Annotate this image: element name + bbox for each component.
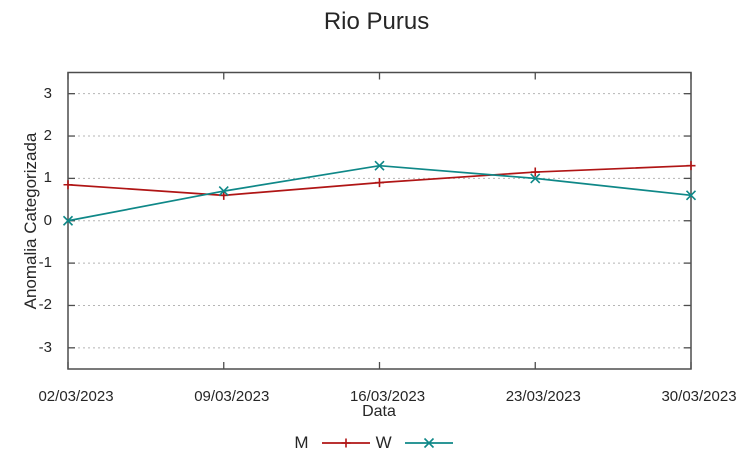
- y-tick-label: 2: [43, 127, 52, 145]
- x-tick-label: 23/03/2023: [505, 388, 581, 405]
- y-tick-label: -1: [38, 254, 52, 272]
- legend-sample-cross: [404, 437, 453, 449]
- legend-label: W: [375, 433, 392, 452]
- plus-marker-M: [686, 161, 696, 171]
- chart-title: Rio Purus: [323, 8, 430, 35]
- legend-label: M: [294, 433, 309, 452]
- legend-sample-plus: [321, 438, 370, 448]
- cross-marker-W: [62, 215, 74, 226]
- series-line-W: [67, 164, 692, 222]
- cross-marker-W: [685, 190, 697, 201]
- y-tick-label: -2: [38, 296, 52, 314]
- plus-marker-M: [530, 167, 540, 177]
- y-tick-label: 0: [43, 211, 52, 229]
- legend-entry-W: W: [376, 433, 459, 453]
- x-tick-label: 30/03/2023: [661, 388, 737, 405]
- x-tick-label: 16/03/2023: [349, 388, 426, 405]
- cross-marker-W: [530, 173, 541, 184]
- x-tick-label: 09/03/2023: [194, 388, 270, 405]
- x-tick-label: 02/03/2023: [38, 388, 114, 405]
- plus-marker-M: [63, 180, 73, 190]
- plus-marker-M: [375, 178, 384, 188]
- plus-marker-M: [219, 190, 229, 200]
- x-axis-label: Data: [362, 403, 396, 420]
- cross-marker-W: [374, 160, 385, 171]
- y-tick-label: -3: [38, 338, 52, 356]
- y-tick-label: 1: [43, 169, 52, 187]
- legend-entry-M: M: [294, 433, 375, 453]
- cross-marker-W: [218, 186, 229, 197]
- y-tick-label: 3: [43, 84, 52, 102]
